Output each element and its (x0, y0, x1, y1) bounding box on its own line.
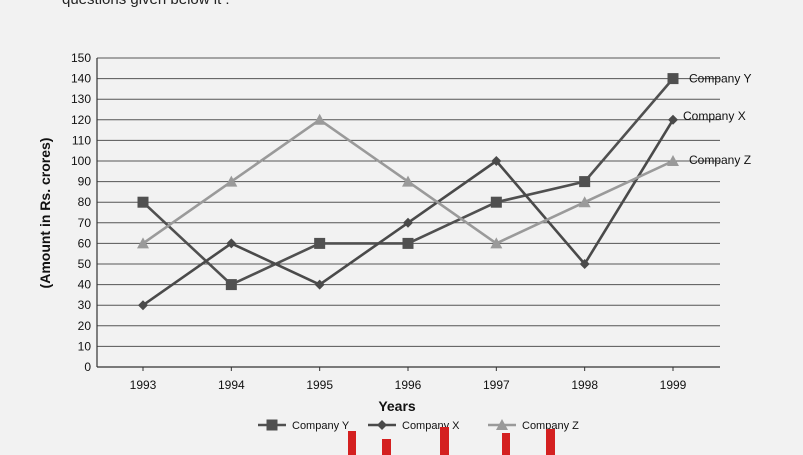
series-lines (142, 77, 675, 307)
x-tick-label: 1994 (218, 378, 245, 392)
data-point-company-y (667, 73, 679, 85)
series-label-company-x: Company X (683, 109, 746, 123)
x-tick-label: 1997 (483, 378, 510, 392)
y-tick-label: 140 (71, 72, 91, 86)
data-point-company-y (225, 279, 237, 291)
data-point-company-x (138, 300, 148, 311)
y-tick-label: 120 (71, 113, 91, 127)
y-axis-title: (Amount in Rs. crores) (37, 138, 53, 289)
x-tick-label: 1996 (395, 378, 422, 392)
y-tick-label: 60 (78, 236, 92, 250)
data-point-company-z (137, 237, 149, 249)
red-overlay-text-fragment (348, 427, 555, 455)
series-end-labels: Company Y Company X Company Z (683, 72, 751, 167)
data-point-company-y (137, 196, 149, 208)
data-point-company-z (225, 175, 238, 187)
data-point-company-z (402, 175, 414, 187)
y-tick-label: 80 (78, 195, 92, 209)
data-point-company-x (579, 259, 590, 269)
data-point-company-x (314, 279, 325, 290)
x-tick-label: 1995 (306, 378, 333, 392)
series-label-company-z: Company Z (689, 153, 751, 167)
legend-marker-company-x (377, 420, 387, 430)
data-point-company-x (226, 238, 237, 249)
grid-lines (97, 57, 720, 368)
x-tick-label: 1998 (571, 378, 598, 392)
series-markers (137, 73, 679, 311)
y-tick-label: 130 (71, 92, 91, 106)
y-tick-label: 100 (71, 154, 91, 168)
legend-marker-company-z (496, 419, 508, 430)
y-tick-label: 40 (78, 278, 92, 292)
y-tick-label: 110 (72, 133, 91, 147)
x-tick-labels: 1993 1994 1995 1996 1997 1998 1999 (130, 378, 687, 392)
x-axis-title: Years (378, 398, 416, 414)
data-point-company-z (313, 113, 326, 125)
question-text: questions given below it : (62, 0, 230, 8)
y-tick-label: 50 (78, 257, 92, 271)
legend-label-company-y: Company Y (292, 420, 350, 432)
axes (96, 58, 720, 371)
legend-label-company-z: Company Z (522, 420, 579, 432)
data-point-company-y (402, 237, 414, 249)
x-tick-label: 1999 (660, 378, 687, 392)
data-point-company-y (490, 196, 502, 208)
legend-marker-company-y (266, 419, 278, 431)
data-point-company-z (578, 196, 591, 208)
data-point-company-y (314, 237, 326, 249)
y-tick-label: 20 (78, 319, 92, 333)
y-tick-label: 10 (78, 339, 92, 353)
y-tick-labels: 0 10 20 30 40 50 60 70 80 90 100 110 120 130 140 150 (71, 51, 91, 374)
y-tick-label: 90 (78, 175, 92, 189)
y-tick-label: 0 (84, 360, 91, 374)
data-point-company-z (490, 237, 503, 249)
data-point-company-y (579, 176, 591, 188)
y-tick-label: 30 (78, 298, 92, 312)
y-tick-label: 150 (71, 51, 91, 65)
y-tick-label: 70 (78, 216, 92, 230)
data-point-company-x (491, 156, 502, 166)
line-chart: 0 10 20 30 40 50 60 70 80 90 100 110 120 130 140 150 19… (37, 51, 751, 432)
data-point-company-x (668, 114, 678, 125)
data-point-company-z (667, 155, 679, 166)
series-label-company-y: Company Y (689, 72, 751, 86)
data-point-company-x (403, 217, 413, 228)
x-tick-label: 1993 (130, 378, 157, 392)
